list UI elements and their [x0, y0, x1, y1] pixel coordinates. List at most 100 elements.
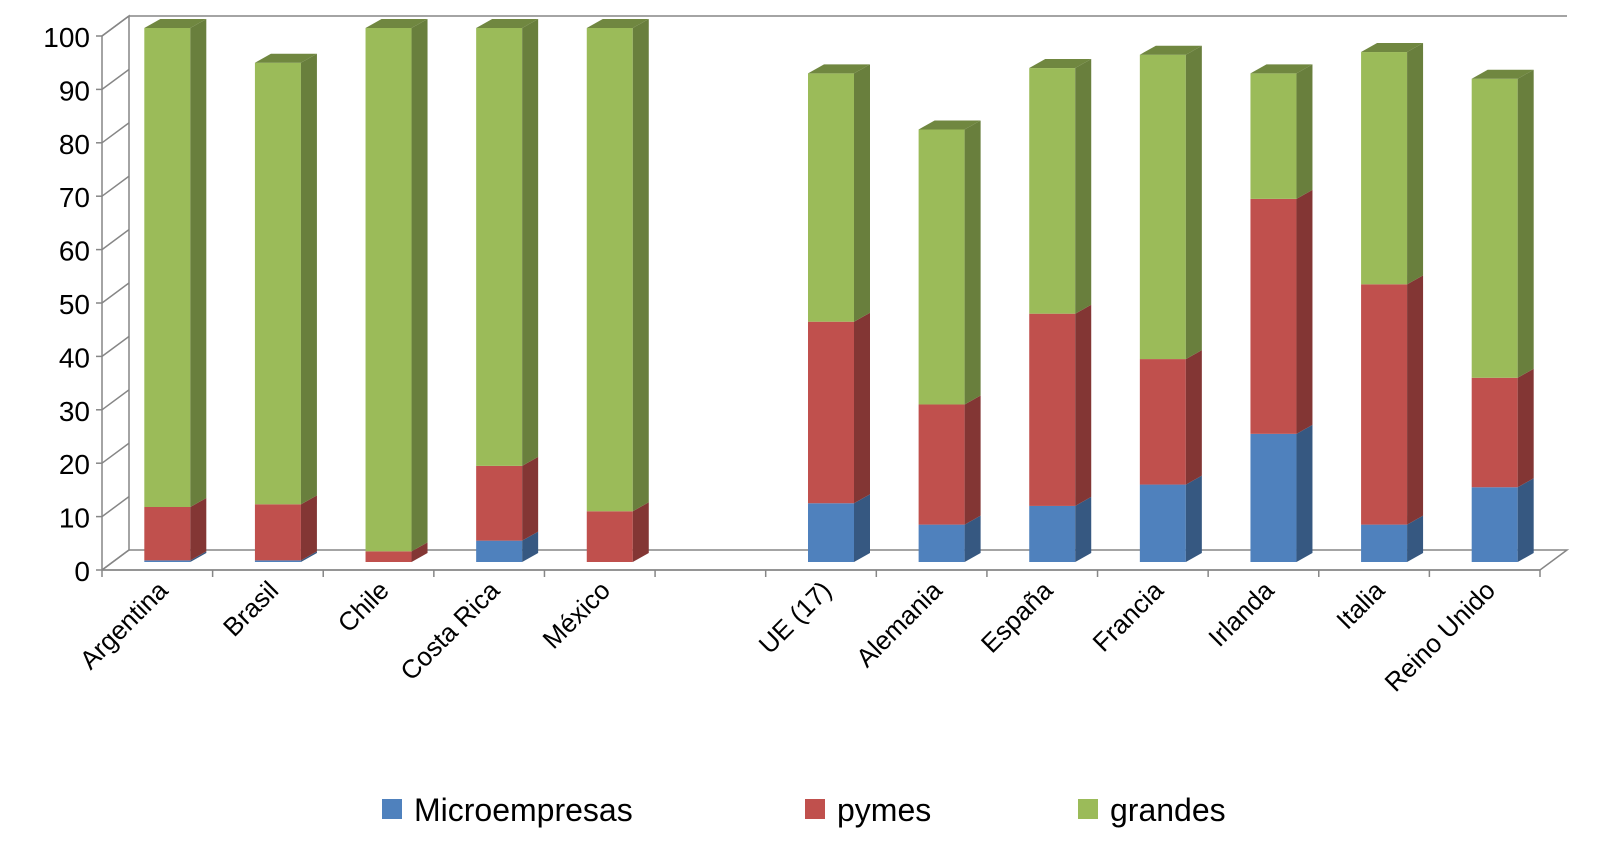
- bar-segment-side: [1296, 424, 1313, 562]
- bar-segment: [365, 28, 412, 552]
- bar-top: [1361, 43, 1424, 53]
- bar-segment: [476, 28, 523, 466]
- bar-segment-side: [854, 494, 870, 562]
- legend-swatch: [805, 799, 825, 819]
- y-depth-line: [101, 175, 130, 197]
- bar-segment-side: [964, 395, 981, 525]
- bar-segment: [808, 321, 854, 504]
- bar-segment: [476, 540, 523, 562]
- bar-segment-side: [411, 19, 428, 552]
- x-tick-label: Argentina: [74, 575, 174, 675]
- bar-segment-side: [522, 531, 539, 562]
- bar-segment: [1029, 68, 1076, 314]
- bar-segment: [1250, 433, 1297, 562]
- bar-segment-side: [632, 19, 649, 512]
- bar-segment: [808, 73, 854, 322]
- y-depth-line: [101, 389, 130, 411]
- y-tick-label: 30: [59, 396, 90, 427]
- bar-segment: [1361, 52, 1408, 285]
- bar-segment-side: [1517, 478, 1534, 562]
- bar-segment-side: [1517, 368, 1534, 488]
- bar-segment-side: [1185, 475, 1202, 562]
- bar-segment-side: [1296, 64, 1313, 199]
- y-depth-line: [101, 335, 130, 358]
- bar-segment: [144, 560, 191, 562]
- bar-segment: [1029, 313, 1076, 506]
- bar-top: [586, 19, 649, 28]
- y-depth-line: [101, 122, 130, 144]
- y-tick-label: 20: [59, 449, 90, 480]
- legend-label: pymes: [837, 792, 931, 828]
- bar-segment: [1471, 487, 1518, 562]
- x-tick-label: Costa Rica: [394, 575, 506, 687]
- y-tick-label: 10: [59, 503, 90, 534]
- y-depth-line: [101, 282, 130, 304]
- bar-segment-side: [1407, 275, 1424, 525]
- bar-segment-side: [1185, 350, 1202, 485]
- y-depth-line: [101, 68, 130, 91]
- bar-segment-side: [190, 497, 207, 561]
- legend-swatch: [1078, 799, 1098, 819]
- y-tick-label: 50: [59, 289, 90, 320]
- x-tick-label: UE (17): [753, 575, 838, 660]
- chart-legend: Microempresas pymes grandes: [382, 792, 1226, 828]
- bar-segment-side: [964, 120, 981, 405]
- bar-segment: [1139, 484, 1186, 562]
- y-tick-label: 70: [59, 182, 90, 213]
- bar-segment-side: [300, 495, 317, 561]
- bar-segment-side: [522, 456, 539, 541]
- bar-segment: [808, 503, 854, 562]
- bar-segment-side: [854, 64, 870, 322]
- legend-swatch: [382, 799, 402, 819]
- bar-segment-side: [964, 515, 981, 562]
- x-tick-label: Italia: [1330, 575, 1390, 635]
- bar-segment: [1139, 54, 1186, 360]
- bar-segment-side: [1185, 45, 1202, 360]
- bar-segment: [1250, 73, 1297, 199]
- bar-segment: [1471, 78, 1518, 378]
- bar-top: [1029, 59, 1092, 69]
- bar-top: [918, 120, 981, 130]
- x-tick-label: Reino Unido: [1379, 575, 1501, 697]
- bar-segment: [918, 524, 965, 562]
- bar-segment-side: [1517, 69, 1534, 378]
- x-tick-label: Francia: [1087, 575, 1170, 658]
- bar-top: [1250, 64, 1313, 74]
- bar-segment: [1361, 284, 1408, 525]
- bar-segment: [586, 511, 633, 562]
- bar-segment: [1139, 359, 1186, 485]
- bar-segment-side: [1407, 515, 1424, 562]
- bar-segment-side: [190, 19, 207, 507]
- y-tick-label: 100: [43, 22, 90, 53]
- y-tick-label: 0: [74, 556, 90, 587]
- x-tick-label: Brasil: [217, 575, 284, 642]
- bar-segment: [918, 404, 965, 525]
- bar-top: [808, 64, 870, 74]
- bar-segment-side: [1407, 43, 1424, 285]
- bar-segment: [365, 551, 412, 562]
- x-tick-label: México: [537, 575, 616, 654]
- y-depth-line: [101, 549, 130, 571]
- legend-label: Microempresas: [414, 792, 633, 828]
- bar-segment: [1361, 524, 1408, 562]
- bar-top: [144, 19, 207, 28]
- y-tick-label: 60: [59, 236, 90, 267]
- bar-segment-side: [411, 542, 428, 562]
- bar-segment-side: [1075, 59, 1092, 314]
- bar-segment: [144, 28, 191, 507]
- bar-segment-side: [854, 312, 870, 504]
- legend-label: grandes: [1110, 792, 1226, 828]
- bar-segment: [1250, 198, 1297, 434]
- bar-segment-side: [632, 502, 649, 562]
- bar-segment: [476, 465, 523, 541]
- bar-top: [476, 19, 539, 28]
- y-depth-line: [101, 442, 130, 464]
- y-tick-label: 80: [59, 129, 90, 160]
- bar-top: [1139, 45, 1202, 55]
- y-tick-label: 40: [59, 342, 90, 373]
- x-tick-label: Alemania: [850, 575, 948, 673]
- y-depth-line: [101, 495, 130, 518]
- y-depth-line: [101, 228, 130, 251]
- bar-segment: [586, 28, 633, 512]
